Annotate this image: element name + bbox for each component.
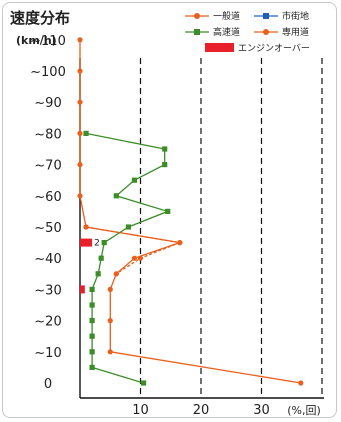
series-3-point: [83, 224, 89, 230]
series-1-point: [131, 255, 138, 261]
series-2-point: [89, 302, 95, 308]
x-tick-labels: 10 20 30: [132, 403, 270, 418]
y-axis-unit: (km/h): [16, 34, 57, 47]
x-tick-label: 20: [193, 403, 210, 418]
series-2-point: [89, 349, 95, 355]
series-2-point: [101, 240, 107, 246]
series-2-point: [89, 318, 95, 324]
series-1-point: [77, 99, 83, 105]
series-1-point: [77, 68, 83, 74]
series-1-point: [107, 318, 113, 324]
legend-marker: [263, 13, 269, 19]
series-2-point: [89, 286, 95, 292]
series-1-line: [79, 39, 301, 384]
series-1-point: [77, 37, 83, 43]
y-tick-label: ~10: [34, 346, 61, 361]
legend-marker: [194, 13, 200, 19]
legend-marker: [263, 29, 269, 35]
legend-label: 高速道: [213, 26, 240, 38]
series-2-point: [162, 146, 168, 152]
legend-label: エンジンオーバー: [238, 43, 310, 54]
series-2-point: [165, 208, 171, 214]
engine-over-bar: [80, 285, 85, 294]
data-series: [77, 37, 304, 386]
series-1-point: [77, 130, 83, 136]
series-2-point: [89, 364, 95, 370]
series-1-point: [77, 193, 83, 199]
series-2-line: [85, 132, 170, 384]
y-tick-label: ~20: [34, 315, 61, 330]
engine-over-bar: [80, 238, 93, 247]
y-tick-label: ~60: [34, 190, 61, 205]
series-1-point: [107, 286, 113, 292]
series-3-point: [137, 255, 144, 261]
series-2-point: [98, 255, 104, 261]
series-1-point: [298, 380, 304, 386]
y-tick-label: ~30: [34, 283, 61, 298]
y-tick-label: ~40: [34, 252, 61, 267]
series-2-point: [131, 177, 138, 183]
engine-over-label: 2: [94, 239, 100, 249]
legend-label: 一般道: [213, 10, 240, 22]
series-3-line: [85, 226, 183, 275]
engine-over-marks: 2: [80, 238, 100, 294]
series-3-point: [177, 240, 183, 246]
legend-marker: [194, 29, 200, 35]
chart-title: 速度分布: [10, 9, 70, 27]
y-tick-label: ~80: [34, 127, 61, 142]
series-2-point: [89, 333, 95, 339]
x-tick-label: 30: [253, 403, 270, 418]
series-3-point: [113, 271, 119, 277]
y-tick-labels: 0 ~10 ~20 ~30 ~40 ~50 ~60 ~70 ~80 ~90 ~100 ~110: [30, 34, 66, 392]
series-2-point: [95, 271, 101, 277]
legend-marker-engine-over: [205, 43, 234, 52]
series-2-point: [125, 224, 131, 230]
legend-label: 専用道: [282, 26, 309, 38]
series-2-point: [83, 130, 89, 136]
series-2-point: [140, 380, 147, 386]
y-tick-label: ~100: [30, 65, 66, 80]
y-tick-label: ~50: [34, 221, 61, 236]
x-tick-label: 10: [132, 403, 149, 418]
series-1-point: [77, 162, 83, 168]
series-1-point: [107, 349, 113, 355]
series-2-point: [113, 193, 119, 199]
legend-label: 市街地: [282, 10, 309, 22]
series-2-point: [162, 162, 168, 168]
y-tick-label: 0: [44, 377, 52, 392]
axes: [79, 58, 324, 399]
grid-lines: [139, 58, 323, 398]
y-tick-label: ~110: [30, 34, 66, 49]
y-tick-label: ~70: [34, 159, 61, 174]
x-axis-unit: (%,回): [287, 404, 321, 417]
y-tick-label: ~90: [34, 96, 61, 111]
